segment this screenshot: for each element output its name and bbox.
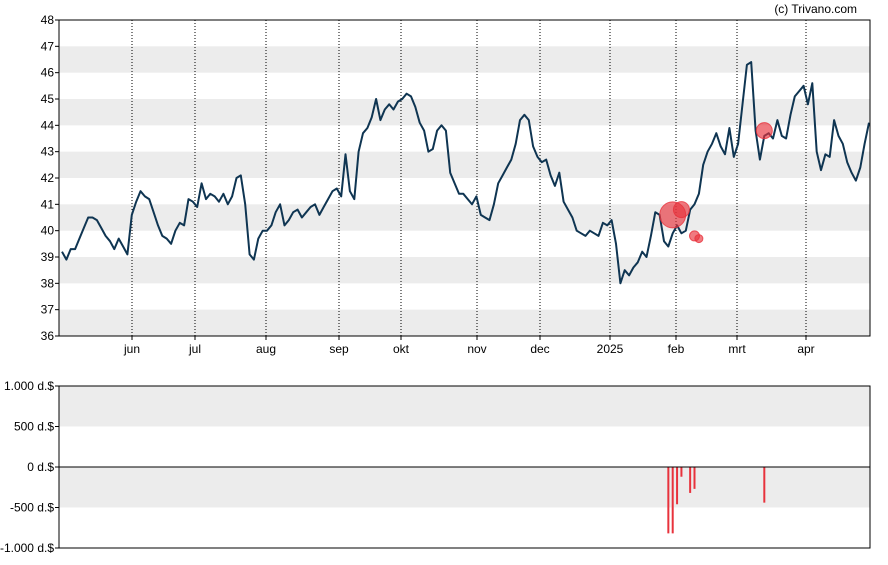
y-tick-label: 38 bbox=[41, 276, 55, 290]
x-tick-label: okt bbox=[393, 342, 410, 356]
volume-y-ticks: 1.000 d.$ 500 d.$ 0 d.$ -500 d.$ -1.000 d.$ bbox=[0, 379, 59, 555]
month-x-ticks: jun jul aug sep okt nov dec 2025 feb mrt apr bbox=[123, 342, 815, 356]
volume-band bbox=[59, 467, 870, 508]
trade-marker bbox=[694, 234, 704, 244]
volume-bands bbox=[59, 386, 870, 508]
volume-tick-label: 500 d.$ bbox=[14, 420, 54, 434]
volume-bars bbox=[667, 467, 766, 534]
y-tick-label: 40 bbox=[41, 224, 55, 238]
y-tick-label: 46 bbox=[41, 66, 55, 80]
y-tick-label: 47 bbox=[41, 39, 55, 53]
price-band bbox=[59, 99, 870, 126]
price-bands bbox=[59, 46, 870, 336]
x-tick-label: mrt bbox=[728, 342, 746, 356]
x-tick-label: jul bbox=[188, 342, 201, 356]
x-tick-label: sep bbox=[329, 342, 349, 356]
x-tick-label: aug bbox=[256, 342, 276, 356]
price-band bbox=[59, 151, 870, 178]
price-band bbox=[59, 46, 870, 73]
price-series-line bbox=[61, 61, 870, 285]
credit-label: (c) Trivano.com bbox=[774, 2, 857, 16]
x-tick-label: nov bbox=[467, 342, 486, 356]
x-tick-label: apr bbox=[797, 342, 814, 356]
volume-tick-label: -1.000 d.$ bbox=[0, 541, 54, 555]
price-band bbox=[59, 309, 870, 336]
y-tick-label: 45 bbox=[41, 92, 55, 106]
x-tick-label: feb bbox=[668, 342, 685, 356]
x-tick-label: jun bbox=[123, 342, 140, 356]
x-tick-label: 2025 bbox=[597, 342, 624, 356]
price-line bbox=[61, 61, 870, 285]
price-band bbox=[59, 204, 870, 231]
y-tick-label: 48 bbox=[41, 13, 55, 27]
trade-marker bbox=[672, 201, 690, 219]
y-tick-label: 43 bbox=[41, 145, 55, 159]
y-tick-label: 44 bbox=[41, 118, 55, 132]
y-tick-label: 42 bbox=[41, 171, 55, 185]
y-tick-label: 41 bbox=[41, 197, 55, 211]
y-tick-label: 37 bbox=[41, 303, 55, 317]
trade-markers bbox=[659, 122, 773, 244]
y-tick-label: 39 bbox=[41, 250, 55, 264]
volume-band bbox=[59, 386, 870, 427]
month-gridlines bbox=[131, 20, 807, 340]
volume-tick-label: -500 d.$ bbox=[10, 501, 54, 515]
volume-tick-label: 0 d.$ bbox=[27, 460, 54, 474]
volume-tick-label: 1.000 d.$ bbox=[4, 379, 54, 393]
y-tick-label: 36 bbox=[41, 329, 55, 343]
price-y-ticks: 36 37 38 39 40 41 42 43 44 45 46 47 48 bbox=[41, 13, 59, 343]
trade-marker bbox=[755, 122, 773, 140]
price-band bbox=[59, 257, 870, 284]
x-tick-label: dec bbox=[530, 342, 549, 356]
